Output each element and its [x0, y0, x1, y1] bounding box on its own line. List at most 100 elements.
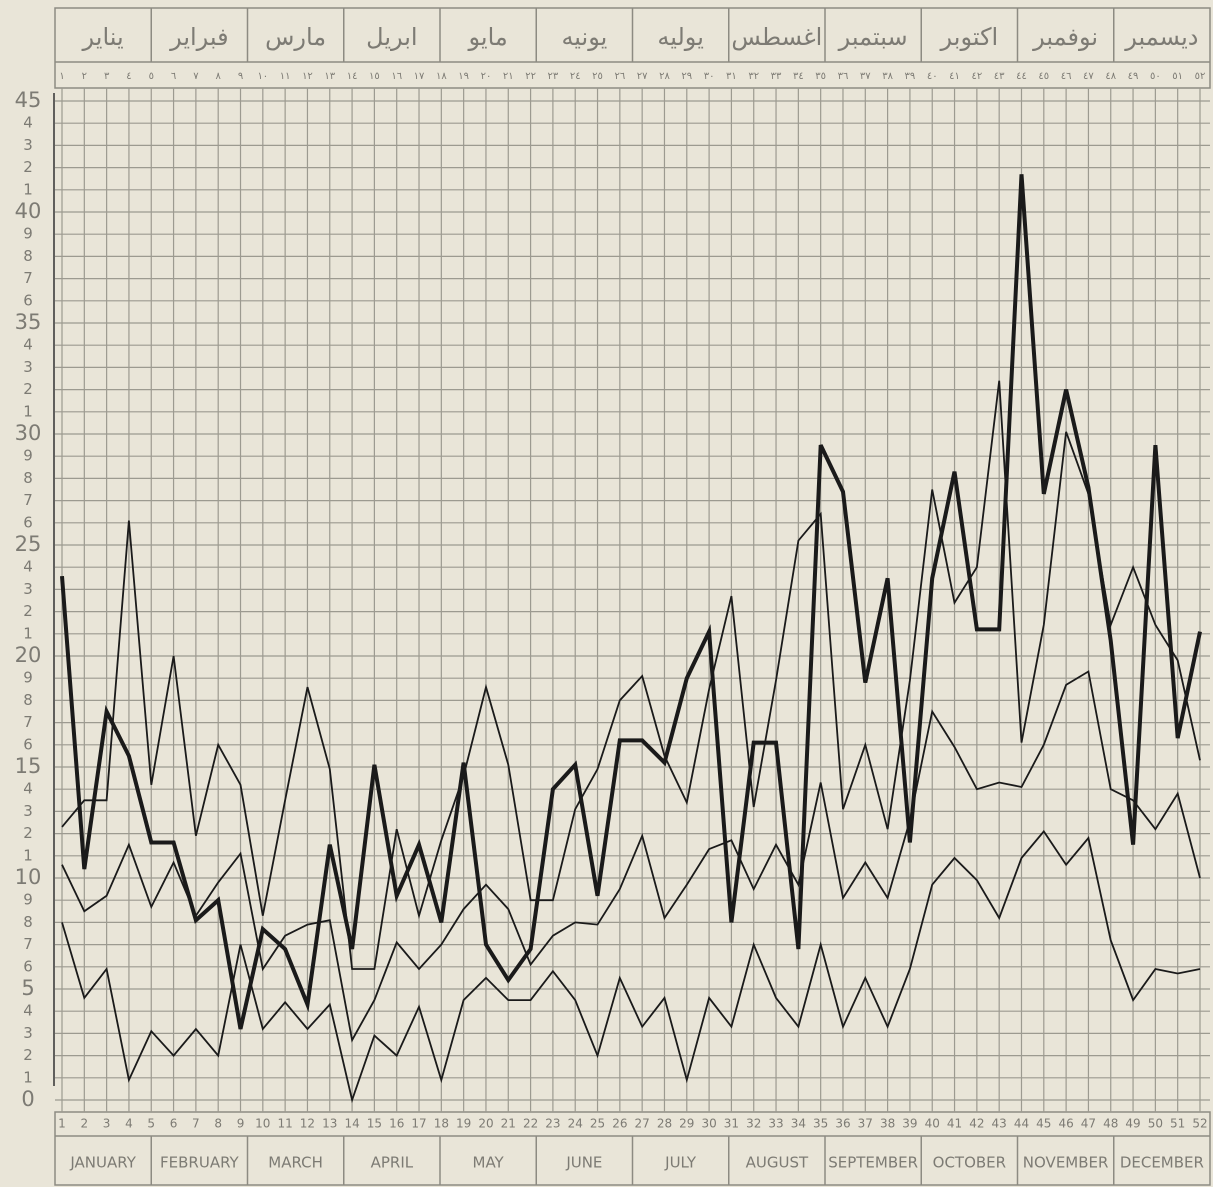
y-tick-label: 7 [23, 935, 33, 953]
y-tick-label: 8 [23, 247, 33, 265]
y-tick-label: 8 [23, 469, 33, 487]
y-tick-label: 10 [15, 865, 42, 889]
arabic-week: ٣١ [726, 71, 737, 82]
arabic-week: ٣٤ [793, 71, 804, 82]
y-tick-label: 6 [23, 957, 33, 975]
x-tick-label: 49 [1125, 1117, 1140, 1131]
arabic-week: ٢ [82, 71, 87, 82]
y-tick-label: 2 [23, 824, 33, 842]
month-label: JANUARY [69, 1154, 136, 1172]
y-tick-label: 2 [23, 1046, 33, 1064]
y-tick-label: 30 [15, 421, 42, 445]
arabic-week: ١ [59, 71, 64, 82]
arabic-week: ٣٩ [905, 71, 916, 82]
series-line [60, 174, 1202, 1030]
x-tick-label: 43 [992, 1117, 1007, 1131]
month-label: APRIL [371, 1154, 414, 1172]
x-tick-label: 45 [1036, 1117, 1051, 1131]
arabic-week: ١١ [280, 71, 291, 82]
arabic-week: ٤ [126, 71, 131, 82]
arabic-week: ٣٧ [860, 71, 871, 82]
arabic-week: ٧ [193, 71, 199, 82]
y-tick-label: 9 [23, 225, 33, 243]
month-label: AUGUST [746, 1154, 809, 1172]
arabic-month: يناير [82, 23, 124, 51]
x-tick-label: 10 [255, 1117, 270, 1131]
arabic-month: ابريل [366, 23, 417, 51]
month-label: MARCH [268, 1154, 323, 1172]
y-tick-label: 1 [23, 402, 33, 420]
arabic-week: ٤١ [949, 71, 960, 82]
x-tick-label: 41 [947, 1117, 962, 1131]
arabic-week: ٣٠ [704, 71, 715, 82]
x-tick-label: 20 [478, 1117, 493, 1131]
arabic-week: ٥٢ [1195, 71, 1206, 82]
y-tick-label: 15 [15, 754, 42, 778]
arabic-week: ٣٦ [838, 71, 849, 82]
x-tick-label: 21 [501, 1117, 516, 1131]
y-tick-label: 40 [15, 199, 42, 223]
month-label: SEPTEMBER [828, 1154, 918, 1172]
series-line [61, 829, 1201, 1104]
x-tick-label: 35 [813, 1117, 828, 1131]
arabic-week: ٢٤ [570, 71, 581, 82]
x-tick-label: 50 [1148, 1117, 1163, 1131]
y-tick-label: 25 [15, 532, 42, 556]
y-tick-label: 5 [21, 976, 34, 1000]
arabic-month: سبتمبر [838, 23, 908, 51]
y-tick-label: 45 [15, 88, 42, 112]
arabic-week: ٩ [238, 71, 243, 82]
x-tick-label: 18 [434, 1117, 449, 1131]
y-tick-label: 3 [23, 1024, 33, 1042]
x-tick-label: 40 [925, 1117, 940, 1131]
arabic-week: ٢٣ [548, 71, 559, 82]
x-tick-label: 39 [902, 1117, 917, 1131]
x-tick-label: 44 [1014, 1117, 1029, 1131]
series-line [61, 380, 1201, 970]
x-tick-label: 12 [300, 1117, 315, 1131]
y-tick-label: 4 [23, 1002, 33, 1020]
x-tick-label: 33 [768, 1117, 783, 1131]
x-tick-label: 13 [322, 1117, 337, 1131]
x-tick-label: 47 [1081, 1117, 1096, 1131]
y-tick-label: 2 [23, 380, 33, 398]
x-tick-label: 28 [657, 1117, 672, 1131]
x-tick-label: 26 [612, 1117, 627, 1131]
x-tick-label: 11 [277, 1117, 292, 1131]
x-tick-label: 22 [523, 1117, 538, 1131]
y-tick-label: 9 [23, 891, 33, 909]
arabic-week: ٢٠ [481, 71, 492, 82]
arabic-week: ١٥ [369, 71, 380, 82]
x-tick-label: 5 [147, 1117, 155, 1131]
arabic-week: ١٤ [347, 71, 358, 82]
x-tick-label: 2 [80, 1117, 88, 1131]
arabic-week: ٣ [104, 71, 110, 82]
month-label: OCTOBER [933, 1154, 1006, 1172]
y-tick-label: 6 [23, 735, 33, 753]
month-label: DECEMBER [1120, 1154, 1204, 1172]
y-tick-label: 35 [15, 310, 42, 334]
arabic-week: ٢٥ [592, 71, 603, 82]
x-tick-label: 6 [170, 1117, 178, 1131]
y-tick-label: 2 [23, 158, 33, 176]
x-tick-label: 42 [969, 1117, 984, 1131]
arabic-week: ١٧ [414, 71, 425, 82]
x-tick-label: 32 [746, 1117, 761, 1131]
arabic-month: اغسطس [731, 23, 822, 51]
y-tick-label: 20 [15, 643, 42, 667]
y-tick-label: 1 [23, 624, 33, 642]
arabic-week: ٣٣ [771, 71, 782, 82]
x-tick-label: 23 [545, 1117, 560, 1131]
x-tick-label: 19 [456, 1117, 471, 1131]
x-tick-label: 46 [1058, 1117, 1073, 1131]
arabic-week: ١٢ [302, 71, 313, 82]
arabic-week: ٤٥ [1038, 71, 1049, 82]
x-tick-label: 27 [635, 1117, 650, 1131]
arabic-month: فبراير [169, 23, 229, 51]
arabic-month: يونيه [561, 23, 607, 51]
x-tick-label: 7 [192, 1117, 200, 1131]
month-label: FEBRUARY [160, 1154, 240, 1172]
y-tick-label: 3 [23, 136, 33, 154]
x-tick-label: 48 [1103, 1117, 1118, 1131]
